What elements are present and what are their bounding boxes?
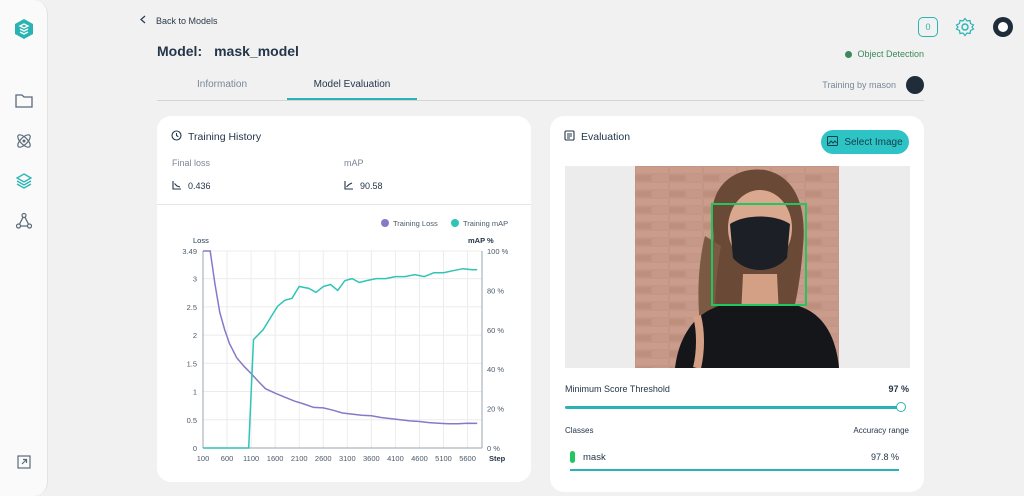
- network-icon[interactable]: [13, 210, 35, 232]
- tab-bar: Information Model Evaluation Training by…: [157, 70, 924, 101]
- settings-gear-icon[interactable]: [955, 17, 975, 37]
- legend-label: Training Loss: [393, 219, 438, 228]
- final-loss-stat: 0.436: [172, 180, 211, 192]
- series-line-training-map: [203, 267, 478, 449]
- y-right-tick-label: 40 %: [487, 365, 504, 374]
- notification-counter[interactable]: 0: [918, 17, 938, 37]
- evaluation-image-area: [565, 166, 910, 368]
- chevron-left-icon: [140, 15, 146, 26]
- y-right-tick-label: 80 %: [487, 286, 504, 295]
- user-avatar[interactable]: [993, 17, 1013, 37]
- y-left-tick-label: 0.5: [187, 416, 197, 425]
- x-tick-label: 1100: [243, 454, 259, 463]
- trend-down-icon: [172, 180, 182, 192]
- divider: [157, 204, 531, 205]
- x-tick-label: 3100: [339, 454, 356, 463]
- folder-icon[interactable]: [13, 89, 35, 111]
- legend-swatch: [381, 219, 389, 227]
- evaluation-card: Evaluation Select Image: [550, 116, 924, 492]
- trend-up-icon: [344, 180, 354, 192]
- y-left-tick-label: 2: [193, 331, 197, 340]
- class-accuracy: 97.8 %: [870, 452, 899, 462]
- evaluation-icon: [564, 130, 575, 144]
- classes-label: Classes: [565, 426, 594, 435]
- select-image-label: Select Image: [844, 136, 903, 148]
- map-stat: 90.58: [344, 180, 383, 192]
- x-tick-label: 600: [221, 454, 234, 463]
- model-label: Model:: [157, 43, 203, 59]
- active-tab-indicator: [287, 98, 417, 100]
- x-tick-label: 100: [197, 454, 210, 463]
- final-loss-label: Final loss: [172, 158, 211, 168]
- y-left-tick-label: 1: [193, 388, 197, 397]
- evaluation-photo: [635, 166, 839, 368]
- training-history-title: Training History: [188, 131, 262, 143]
- x-tick-label: 5600: [459, 454, 476, 463]
- threshold-value: 97 %: [888, 384, 909, 394]
- evaluation-header: Evaluation: [564, 130, 630, 144]
- training-history-header: Training History: [171, 130, 261, 144]
- y-left-tick-label: 3.49: [182, 247, 197, 256]
- y-right-tick-label: 20 %: [487, 405, 504, 414]
- back-link[interactable]: Back to Models: [140, 15, 218, 26]
- training-history-card: Training History Final loss mAP 0.436 90…: [157, 116, 531, 482]
- history-icon: [171, 130, 182, 144]
- select-image-button[interactable]: Select Image: [821, 130, 909, 154]
- model-type-label: Object Detection: [857, 49, 924, 59]
- y-right-axis-title: mAP %: [468, 236, 494, 245]
- model-type-badge: Object Detection: [845, 49, 924, 59]
- map-label: mAP: [344, 158, 364, 168]
- layers-icon[interactable]: [13, 170, 35, 192]
- export-icon[interactable]: [13, 451, 35, 473]
- evaluation-title: Evaluation: [581, 131, 631, 143]
- app-logo-icon[interactable]: [13, 18, 35, 40]
- status-dot-icon: [845, 50, 853, 58]
- threshold-label: Minimum Score Threshold: [565, 384, 670, 394]
- tab-model-evaluation[interactable]: Model Evaluation: [313, 79, 391, 90]
- x-tick-label: 2100: [291, 454, 308, 463]
- class-accuracy-bar: [570, 469, 899, 471]
- image-icon: [827, 135, 839, 149]
- threshold-slider-handle[interactable]: [896, 402, 906, 412]
- y-right-tick-label: 0 %: [487, 444, 500, 453]
- y-left-tick-label: 1.5: [187, 359, 197, 368]
- class-row: mask 97.8 %: [570, 450, 909, 466]
- final-loss-value: 0.436: [188, 181, 211, 191]
- training-by-label: Training by mason: [822, 80, 896, 90]
- class-color-swatch: [570, 451, 575, 463]
- legend-swatch: [451, 219, 459, 227]
- x-tick-label: 2600: [315, 454, 332, 463]
- sidebar: [0, 0, 48, 496]
- y-left-tick-label: 0: [193, 444, 197, 453]
- x-tick-label: 5100: [435, 454, 452, 463]
- accuracy-range-label: Accuracy range: [853, 426, 909, 435]
- x-tick-label: 4100: [387, 454, 404, 463]
- y-left-tick-label: 2.5: [187, 303, 197, 312]
- x-axis-title: Step: [489, 454, 506, 463]
- legend-label: Training mAP: [463, 219, 508, 228]
- y-left-axis-title: Loss: [193, 236, 209, 245]
- y-left-tick-label: 3: [193, 275, 197, 284]
- y-right-tick-label: 60 %: [487, 326, 504, 335]
- y-right-tick-label: 100 %: [487, 247, 509, 256]
- tab-information[interactable]: Information: [196, 79, 248, 90]
- class-name: mask: [583, 452, 606, 463]
- threshold-slider-track[interactable]: [565, 406, 902, 409]
- trainer-avatar: [906, 76, 924, 94]
- page-title: Model: mask_model: [157, 43, 299, 59]
- training-history-chart: 100 600 1100 1600 2100 2600 3100 3600 4100 4600 51…: [182, 219, 509, 463]
- atom-icon[interactable]: [13, 130, 35, 152]
- model-name: mask_model: [214, 43, 299, 59]
- map-value: 90.58: [360, 181, 383, 191]
- x-tick-label: 3600: [363, 454, 380, 463]
- x-tick-label: 4600: [411, 454, 428, 463]
- x-tick-label: 1600: [267, 454, 284, 463]
- back-link-label: Back to Models: [156, 15, 218, 26]
- series-line-training-loss: [203, 250, 478, 425]
